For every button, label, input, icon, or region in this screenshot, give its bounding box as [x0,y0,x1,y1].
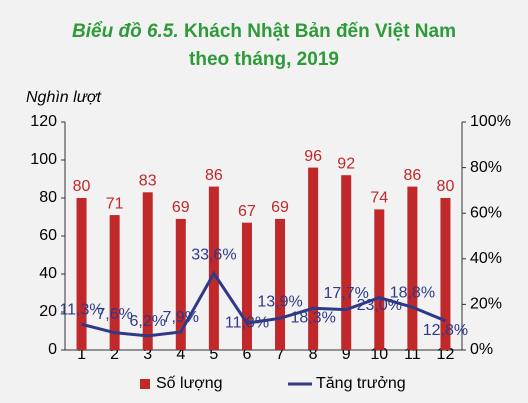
y2-tick-label: 40% [470,250,502,267]
bar-label: 67 [238,203,256,220]
line-label: 18,8% [390,284,435,301]
line-label: 18,3% [290,309,335,326]
bar [241,222,252,350]
line-label: 11,3% [59,301,103,318]
bar [175,218,186,350]
bar [440,198,451,350]
x-tick-label: 2 [110,346,119,363]
line-label: 6,2% [129,313,165,330]
bar-label: 83 [139,173,157,190]
bar-label: 86 [403,167,421,184]
bar [109,215,120,350]
title-line: Khách Nhật Bản đến Việt Nam [184,21,456,42]
y-tick-label: 100 [30,151,57,168]
bar [275,218,286,350]
bar [308,167,319,350]
bar-label: 74 [370,190,388,207]
x-tick-label: 3 [143,346,152,363]
x-tick-label: 12 [437,346,455,363]
bar-label: 80 [437,178,455,195]
y-tick-label: 20 [39,303,57,320]
y-tick-label: 0 [48,341,57,358]
y2-tick-label: 60% [470,204,502,221]
line-label: 7,6% [96,306,132,323]
line-label: 11,8% [225,314,269,331]
bar [374,209,385,350]
x-tick-label: 10 [370,346,388,363]
legend-label: Tăng trưởng [316,375,406,392]
line-label: 17,7% [324,285,369,302]
y2-tick-label: 20% [470,296,502,313]
bar [142,192,153,350]
y2-tick-label: 80% [470,159,502,176]
line-label: 23,0% [357,297,402,314]
bar-label: 96 [304,148,322,165]
x-tick-label: 4 [176,346,185,363]
y-tick-label: 60 [39,227,57,244]
x-tick-label: 7 [276,346,285,363]
y-axis-label: Nghìn lượt [26,89,102,106]
bar-label: 80 [73,178,91,195]
bar-label: 71 [106,195,124,212]
y-tick-label: 120 [30,113,57,130]
y-tick-label: 40 [39,265,57,282]
line-label: 12,8% [423,322,468,339]
bar [407,186,418,350]
line-label: 33,6% [191,247,236,264]
bar [208,186,219,350]
line-label: 13,9% [257,294,302,311]
x-tick-label: 8 [309,346,318,363]
bar [341,175,352,350]
legend-label: Số lượng [156,375,223,392]
line [81,270,447,338]
title-label: Biểu đồ 6.5. [72,21,179,42]
chart-title: Biểu đồ 6.5. Khách Nhật Bản đến Việt Nam [72,21,456,42]
y-tick-label: 80 [39,189,57,206]
bar-label: 69 [172,199,190,216]
x-tick-label: 5 [209,346,218,363]
bar-label: 92 [337,155,355,172]
y2-tick-label: 0% [470,341,493,358]
legend-swatch [140,379,150,389]
bar-label: 69 [271,199,289,216]
x-tick-label: 1 [77,346,86,363]
chart-title: theo tháng, 2019 [189,49,339,70]
x-tick-label: 11 [404,346,421,363]
x-tick-label: 6 [243,346,252,363]
line-label: 7,9% [163,309,199,326]
bar [76,198,87,350]
y2-tick-label: 100% [470,113,511,130]
x-tick-label: 9 [342,346,351,363]
bar-label: 86 [205,167,223,184]
